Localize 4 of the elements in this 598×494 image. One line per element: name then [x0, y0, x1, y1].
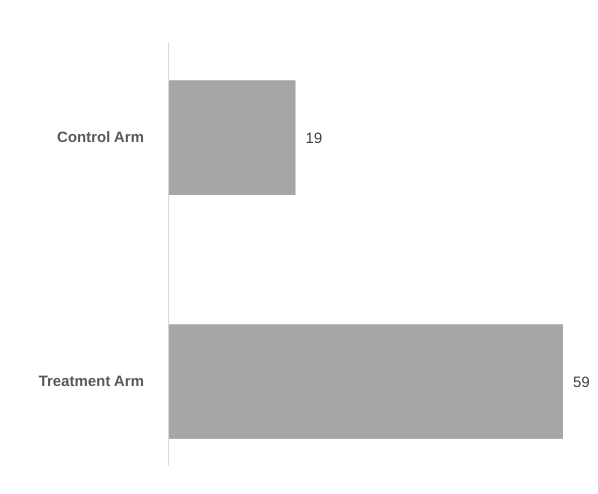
y-tick-label: Treatment Arm — [38, 373, 144, 390]
data-label: 59 — [572, 374, 590, 392]
data-label: 19 — [306, 130, 322, 148]
y-tick-label: Control Arm — [57, 129, 144, 146]
